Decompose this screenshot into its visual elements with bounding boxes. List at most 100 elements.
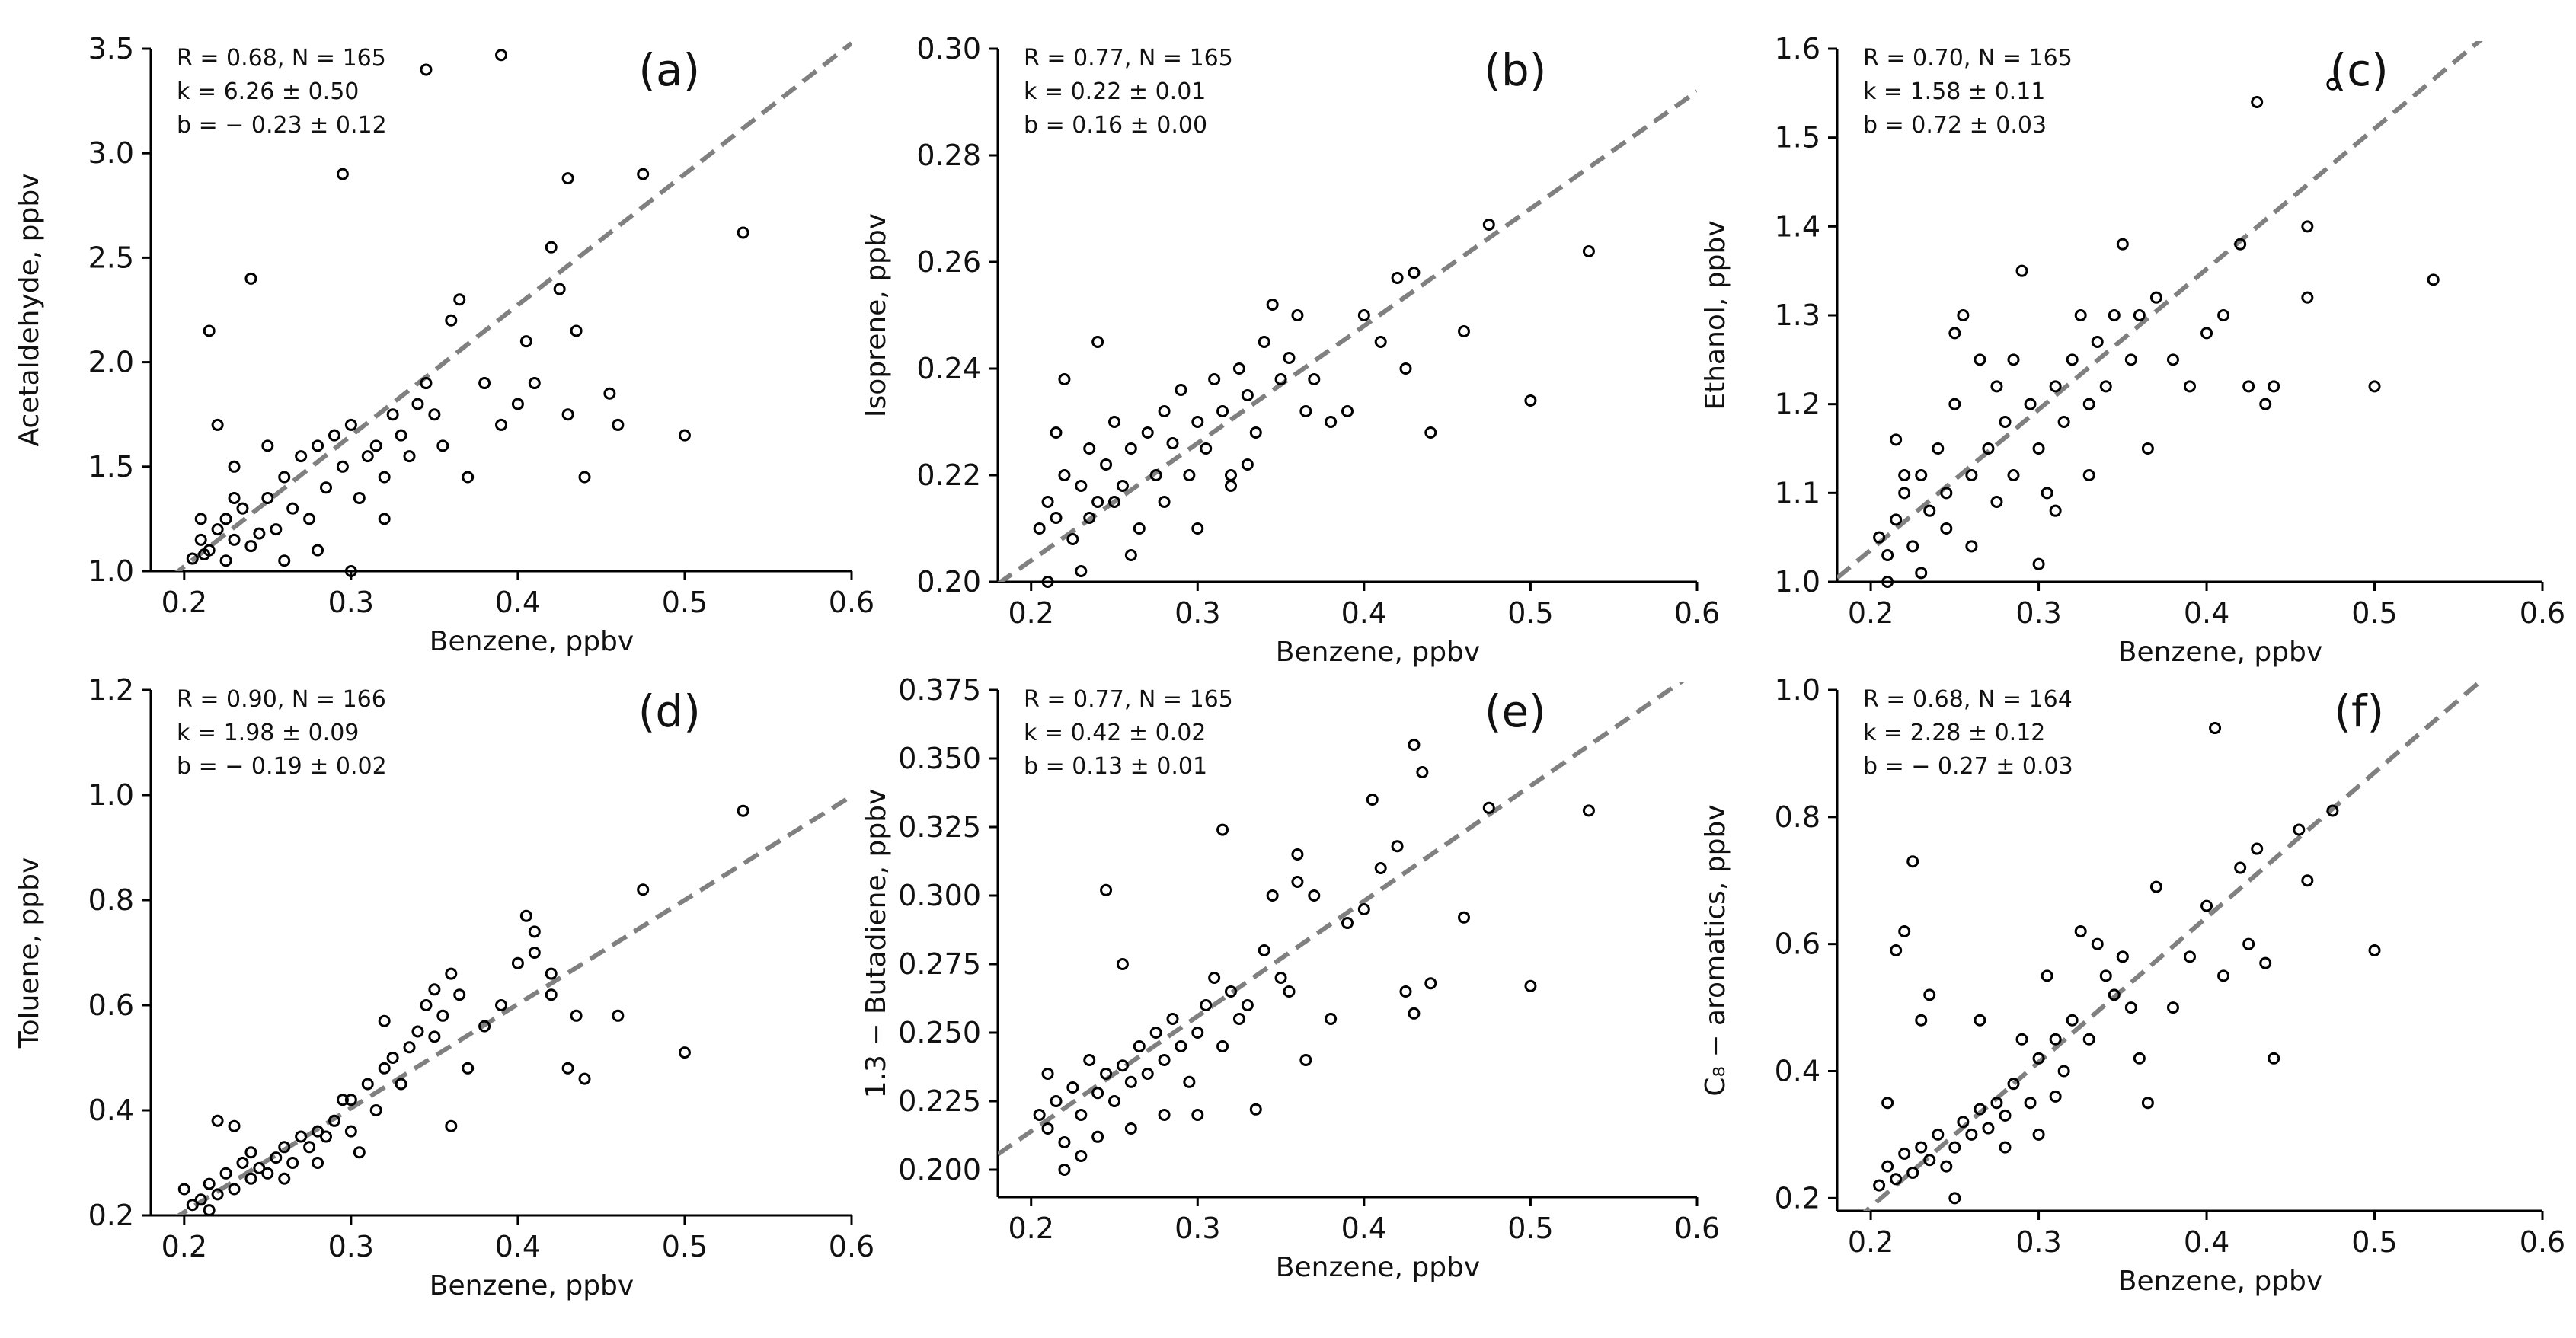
y-axis-label: Toluene, ppbv bbox=[14, 857, 45, 1049]
data-point bbox=[312, 544, 324, 557]
data-point bbox=[186, 552, 199, 565]
data-point bbox=[1408, 739, 1421, 751]
data-point bbox=[278, 1141, 291, 1154]
data-point bbox=[2082, 469, 2095, 481]
data-point bbox=[2368, 380, 2381, 393]
stats-line: R = 0.77, N = 165 bbox=[1024, 686, 1233, 713]
data-point bbox=[1890, 1173, 1903, 1186]
data-point bbox=[1066, 1081, 1079, 1094]
data-point bbox=[1482, 219, 1495, 231]
data-point bbox=[1058, 1136, 1071, 1148]
data-point bbox=[1232, 362, 1245, 375]
panel-f: 0.2 0.3 0.4 0.5 0.6 0.2 0.4 0.6 0.8 1.0 Benzene, p… bbox=[1700, 673, 2565, 1297]
data-point bbox=[495, 418, 507, 431]
panel-letter: (a) bbox=[638, 44, 700, 96]
y-tick-label: 0.375 bbox=[898, 673, 981, 707]
data-point bbox=[1225, 480, 1237, 492]
stats-line: b = 0.16 ± 0.00 bbox=[1024, 112, 1207, 139]
data-point bbox=[1225, 985, 1237, 998]
data-point bbox=[1424, 977, 1437, 990]
y-tick-label: 0.24 bbox=[916, 352, 981, 385]
data-point bbox=[1149, 1027, 1162, 1039]
data-point bbox=[1990, 496, 2003, 508]
data-point bbox=[1299, 405, 1312, 417]
x-tick-label: 0.5 bbox=[662, 1230, 708, 1263]
data-point bbox=[462, 1062, 475, 1075]
data-point bbox=[1906, 855, 1919, 868]
data-point bbox=[2217, 309, 2230, 321]
data-point bbox=[511, 398, 524, 410]
data-point bbox=[1216, 1040, 1229, 1052]
data-point bbox=[453, 293, 466, 306]
x-tick-label: 0.4 bbox=[1341, 596, 1387, 630]
data-point bbox=[578, 1072, 591, 1085]
y-tick-label: 0.28 bbox=[916, 139, 981, 172]
x-tick-label: 0.4 bbox=[495, 1230, 541, 1263]
data-point bbox=[177, 1183, 190, 1196]
y-tick-label: 0.4 bbox=[1775, 1054, 1820, 1087]
data-point bbox=[1108, 1095, 1120, 1107]
y-tick-label: 2.0 bbox=[88, 346, 134, 379]
data-point bbox=[436, 1009, 449, 1022]
panel-e: 0.2 0.3 0.4 0.5 0.6 0.200 0.225 0.250 0.275 0.300… bbox=[861, 673, 1720, 1283]
data-point bbox=[2049, 380, 2062, 393]
data-point bbox=[1041, 1122, 1054, 1135]
data-point bbox=[1948, 1141, 1961, 1154]
data-point bbox=[2099, 380, 2112, 393]
data-point bbox=[570, 324, 583, 337]
data-point bbox=[1881, 1160, 1894, 1173]
data-point bbox=[2057, 416, 2070, 428]
data-point bbox=[336, 1094, 349, 1106]
x-tick-label: 0.2 bbox=[1848, 1225, 1894, 1259]
data-point bbox=[228, 1183, 241, 1196]
data-point bbox=[186, 1199, 199, 1212]
data-point bbox=[198, 548, 211, 561]
data-point bbox=[1158, 405, 1171, 417]
data-point bbox=[378, 1062, 391, 1075]
data-point bbox=[386, 408, 399, 421]
data-point bbox=[312, 1157, 324, 1169]
stats-line: R = 0.70, N = 165 bbox=[1863, 45, 2073, 72]
stats-line: b = − 0.27 ± 0.03 bbox=[1863, 753, 2073, 780]
data-point bbox=[328, 1114, 340, 1127]
stats-line: R = 0.68, N = 165 bbox=[177, 45, 386, 72]
data-point bbox=[545, 967, 558, 980]
data-point bbox=[253, 527, 266, 540]
data-point bbox=[1158, 496, 1171, 508]
data-point bbox=[2041, 969, 2053, 982]
data-point bbox=[1208, 373, 1221, 385]
data-point bbox=[2141, 442, 2154, 455]
data-point bbox=[436, 439, 449, 452]
x-tick-label: 0.2 bbox=[161, 586, 207, 619]
y-tick-label: 2.5 bbox=[88, 241, 134, 274]
panel-letter: (e) bbox=[1485, 685, 1546, 737]
y-axis-label: C₈ − aromatics, ppbv bbox=[1700, 804, 1731, 1096]
y-tick-label: 0.225 bbox=[898, 1084, 981, 1118]
data-point bbox=[2234, 861, 2247, 874]
data-point bbox=[495, 999, 507, 1011]
data-point bbox=[678, 429, 691, 442]
data-point bbox=[1075, 480, 1088, 492]
x-tick-label: 0.3 bbox=[2015, 596, 2061, 630]
x-tick-label: 0.3 bbox=[1175, 1212, 1220, 1245]
stats-line: k = 1.98 ± 0.09 bbox=[177, 720, 359, 746]
data-point bbox=[353, 1146, 366, 1159]
data-point bbox=[2074, 309, 2087, 321]
data-point bbox=[1100, 883, 1113, 896]
y-axis-label: Isoprene, ppbv bbox=[861, 213, 892, 417]
data-point bbox=[203, 1177, 216, 1190]
data-point bbox=[1524, 979, 1537, 992]
data-point bbox=[561, 172, 574, 185]
data-point bbox=[1999, 1141, 2012, 1154]
data-point bbox=[1149, 469, 1162, 481]
data-point bbox=[2124, 353, 2137, 366]
stats-line: k = 0.22 ± 0.01 bbox=[1024, 78, 1206, 105]
data-point bbox=[1325, 1013, 1338, 1025]
data-point bbox=[211, 1188, 224, 1201]
data-point bbox=[328, 429, 340, 442]
data-point bbox=[678, 1046, 691, 1059]
data-point bbox=[2326, 78, 2339, 91]
data-point bbox=[1965, 1128, 1978, 1141]
data-point bbox=[1133, 1040, 1146, 1052]
